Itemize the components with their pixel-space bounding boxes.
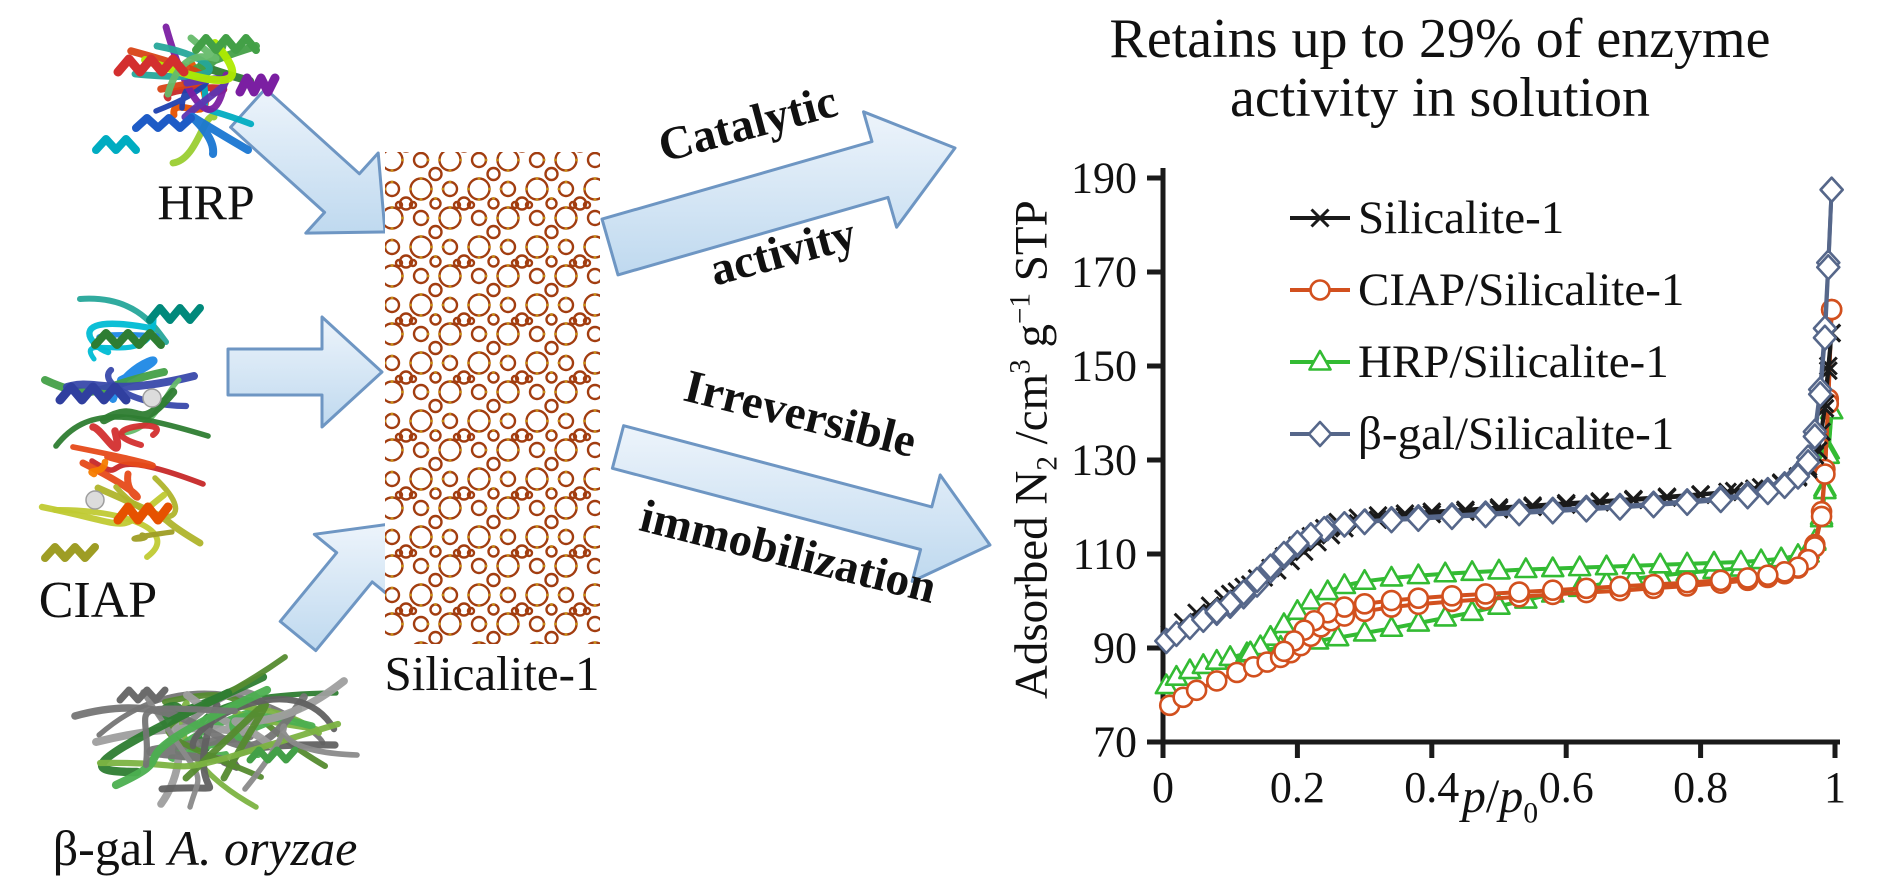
legend-label: Silicalite-1 bbox=[1358, 192, 1565, 244]
immobilization-arrow-label-line2: immobilization bbox=[634, 490, 942, 614]
hrp-structure-image bbox=[92, 23, 280, 167]
y-tick-label: 170 bbox=[1071, 248, 1137, 297]
y-tick-label: 190 bbox=[1071, 154, 1137, 203]
block-arrow bbox=[226, 315, 384, 429]
bgal-structure-image bbox=[71, 654, 360, 810]
legend-item: HRP/Silicalite-1 bbox=[1288, 326, 1684, 398]
legend-marker-circle-icon bbox=[1290, 279, 1350, 301]
y-tick-label: 130 bbox=[1071, 436, 1137, 485]
catalytic-arrow-label-line1: Catalytic bbox=[652, 75, 843, 173]
legend-label: HRP/Silicalite-1 bbox=[1358, 336, 1669, 388]
bgal-label-main: β-gal bbox=[52, 820, 169, 876]
bgal-label-species: A. oryzae bbox=[168, 820, 358, 876]
y-tick-label: 150 bbox=[1071, 342, 1137, 391]
y-tick-label: 70 bbox=[1093, 718, 1137, 767]
ciap-structure-image bbox=[38, 295, 211, 562]
chart-legend: Silicalite-1 CIAP/Silicalite-1 HRP/Silical… bbox=[1288, 182, 1684, 470]
x-tick-label: 0.2 bbox=[1270, 763, 1325, 812]
x-axis-label: p/p0 bbox=[1461, 770, 1539, 830]
legend-label: β-gal/Silicalite-1 bbox=[1358, 408, 1675, 460]
catalytic-arrow-label-line2: activity bbox=[704, 207, 862, 297]
legend-label: CIAP/Silicalite-1 bbox=[1358, 264, 1685, 316]
ciap-label: CIAP bbox=[38, 572, 158, 629]
x-tick-label: 0 bbox=[1152, 763, 1174, 812]
figure-title: Retains up to 29% of enzyme activity in … bbox=[1109, 8, 1771, 130]
y-axis-label: Adsorbed N2 /cm3 g−1 STP bbox=[1004, 200, 1064, 700]
block-arrow bbox=[278, 522, 397, 653]
zeolite-framework-image bbox=[385, 152, 600, 644]
legend-item: β-gal/Silicalite-1 bbox=[1288, 398, 1684, 470]
bgal-label: β-gal A. oryzae bbox=[30, 822, 380, 875]
legend-marker-x-icon bbox=[1290, 208, 1350, 228]
legend-marker-triangle-icon bbox=[1290, 349, 1350, 371]
legend-item: Silicalite-1 bbox=[1288, 182, 1684, 254]
y-tick-label: 110 bbox=[1073, 530, 1137, 579]
hrp-label: HRP bbox=[157, 174, 255, 230]
immobilization-arrow-label-line1: Irreversible bbox=[679, 360, 922, 468]
y-tick-label: 90 bbox=[1093, 624, 1137, 673]
legend-item: CIAP/Silicalite-1 bbox=[1288, 254, 1684, 326]
x-tick-label: 1 bbox=[1824, 763, 1846, 812]
legend-marker-diamond-icon bbox=[1290, 420, 1350, 448]
x-tick-label: 0.8 bbox=[1673, 763, 1728, 812]
silicalite-label: Silicalite-1 bbox=[384, 646, 600, 701]
